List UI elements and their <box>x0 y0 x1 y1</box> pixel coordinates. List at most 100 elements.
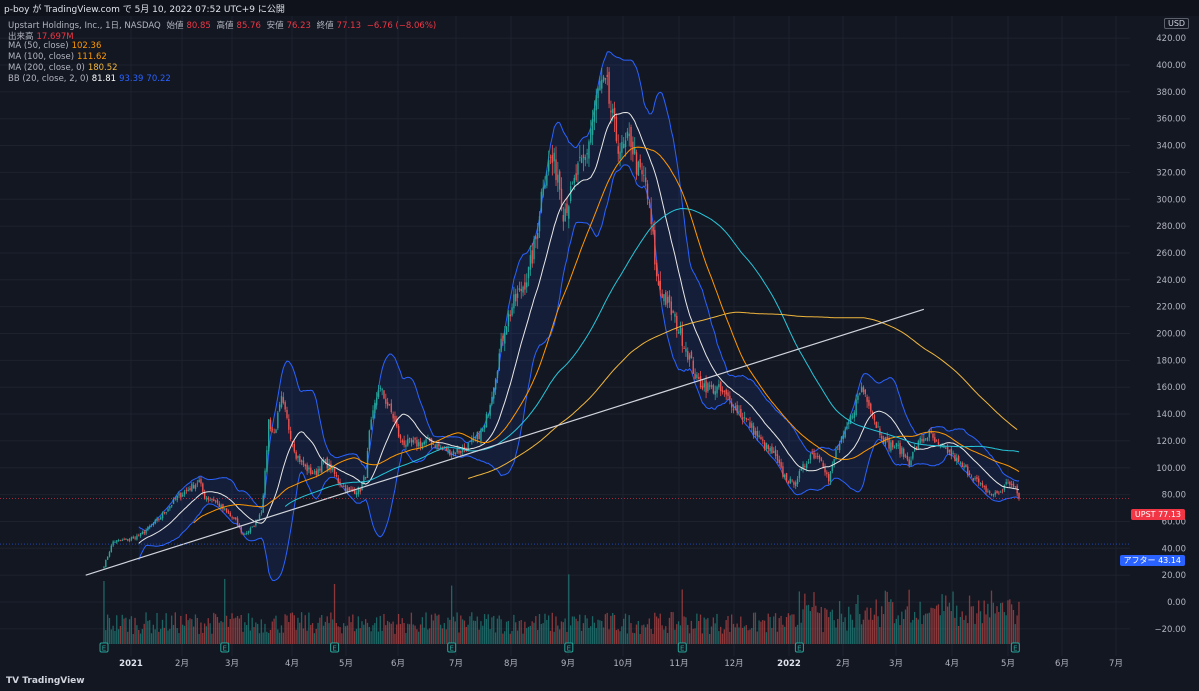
volume-bar <box>293 615 295 644</box>
candle-body <box>310 467 312 474</box>
candle-body <box>220 504 222 509</box>
publish-bar: p-boy が TradingView.com で 5月 10, 2022 07… <box>0 0 1199 16</box>
legend-bb-row[interactable]: BB (20, close, 2, 0) 81.81 93.39 70.22 <box>8 74 174 84</box>
volume-bar <box>720 626 722 644</box>
candle-body <box>163 512 166 514</box>
legend-volume-row[interactable]: 出来高 17.697M <box>8 30 77 42</box>
candle-body <box>240 527 242 533</box>
volume-bar <box>802 609 804 644</box>
volume-bar <box>857 594 859 644</box>
bb-mid-value: 81.81 <box>91 74 117 84</box>
volume-bar <box>820 606 822 644</box>
price-chart[interactable]: E E E E E E E E 420.00 400.00 380.00 360.00 340.00 3… <box>0 16 1199 675</box>
volume-bar <box>939 615 941 644</box>
volume-bar <box>864 610 866 644</box>
candle-body <box>901 447 903 454</box>
tradingview-logo[interactable]: 𝗧𝗩 TradingView <box>6 676 85 686</box>
volume-bar <box>824 608 826 644</box>
volume-bar <box>1010 604 1013 644</box>
volume-bar <box>904 609 907 644</box>
candle-body <box>346 488 349 493</box>
x-tick-label: 5月 <box>339 659 353 669</box>
volume-bar <box>698 621 700 644</box>
volume-bar <box>890 599 892 644</box>
candle-body <box>994 492 996 495</box>
candle-body <box>851 416 854 418</box>
candle-body <box>859 393 861 395</box>
candle-body <box>597 88 599 99</box>
volume-bar <box>886 591 888 644</box>
candle-body <box>348 487 350 491</box>
volume-bar <box>855 603 857 644</box>
candle-body <box>886 436 888 441</box>
volume-bar <box>535 616 537 644</box>
volume-bar <box>277 629 279 644</box>
candle-body <box>176 495 178 501</box>
legend-ma50-row[interactable]: MA (50, close) 102.36 <box>8 41 104 51</box>
candle-body <box>751 423 753 428</box>
volume-bar <box>183 625 186 644</box>
candle-body <box>692 360 694 374</box>
candle-body <box>824 467 826 473</box>
candle-body <box>436 443 438 448</box>
volume-bar <box>500 619 502 644</box>
currency-badge[interactable]: USD <box>1164 18 1190 29</box>
candle-body <box>359 488 361 492</box>
volume-bar <box>829 611 832 644</box>
volume-bar <box>451 585 453 644</box>
y-tick-label: 60.00 <box>1162 517 1186 527</box>
candle-body <box>546 174 548 186</box>
candle-body <box>703 383 705 388</box>
volume-bar <box>242 631 244 644</box>
candle-body <box>449 450 451 456</box>
volume-bar <box>654 612 656 644</box>
volume-bar <box>273 618 275 644</box>
candle-body <box>363 476 365 484</box>
volume-bar <box>945 595 947 644</box>
candle-body <box>564 208 566 222</box>
volume-bar <box>778 618 780 644</box>
volume-bar <box>297 617 299 644</box>
candle-body <box>383 390 385 399</box>
earnings-marker-letter: E <box>102 645 106 653</box>
volume-bar <box>946 606 949 644</box>
change-value: −6.76 (−8.06%) <box>366 21 437 31</box>
candle-body <box>397 425 400 437</box>
volume-bar <box>452 616 455 644</box>
y-tick-label: 100.00 <box>1156 464 1186 474</box>
x-tick-label: 4月 <box>285 659 299 669</box>
symbol-name[interactable]: Upstart Holdings, Inc., 1日, NASDAQ <box>8 21 161 31</box>
legend-ma100-row[interactable]: MA (100, close) 111.62 <box>8 52 110 62</box>
volume-bar <box>685 617 687 644</box>
volume-bar <box>745 625 747 644</box>
volume-bar <box>425 612 427 644</box>
volume-bar <box>972 606 974 644</box>
volume-bar <box>709 633 711 644</box>
volume-bar <box>699 614 702 644</box>
candle-body <box>840 436 843 442</box>
candle-body <box>562 214 565 222</box>
volume-bar <box>418 631 420 644</box>
volume-bar <box>610 615 612 644</box>
candle-body <box>698 377 700 379</box>
candle-body <box>579 157 581 158</box>
volume-bar <box>591 616 594 644</box>
candle-body <box>143 531 145 534</box>
volume-bar <box>628 615 630 644</box>
candle-body <box>489 405 491 416</box>
volume-bar <box>330 612 332 644</box>
volume-bar <box>282 632 284 644</box>
candle-body <box>610 110 612 113</box>
candle-body <box>379 387 382 389</box>
candle-body <box>130 537 133 540</box>
candle-body <box>277 412 279 429</box>
volume-bar <box>286 615 288 644</box>
volume-bar <box>983 600 985 644</box>
volume-bar <box>957 625 960 644</box>
candle-body <box>767 445 769 449</box>
volume-bar <box>932 608 934 644</box>
candle-body <box>207 497 210 500</box>
volume-bar <box>513 614 515 644</box>
volume-bar <box>639 633 641 644</box>
legend-ma200-row[interactable]: MA (200, close, 0) 180.52 <box>8 63 121 73</box>
